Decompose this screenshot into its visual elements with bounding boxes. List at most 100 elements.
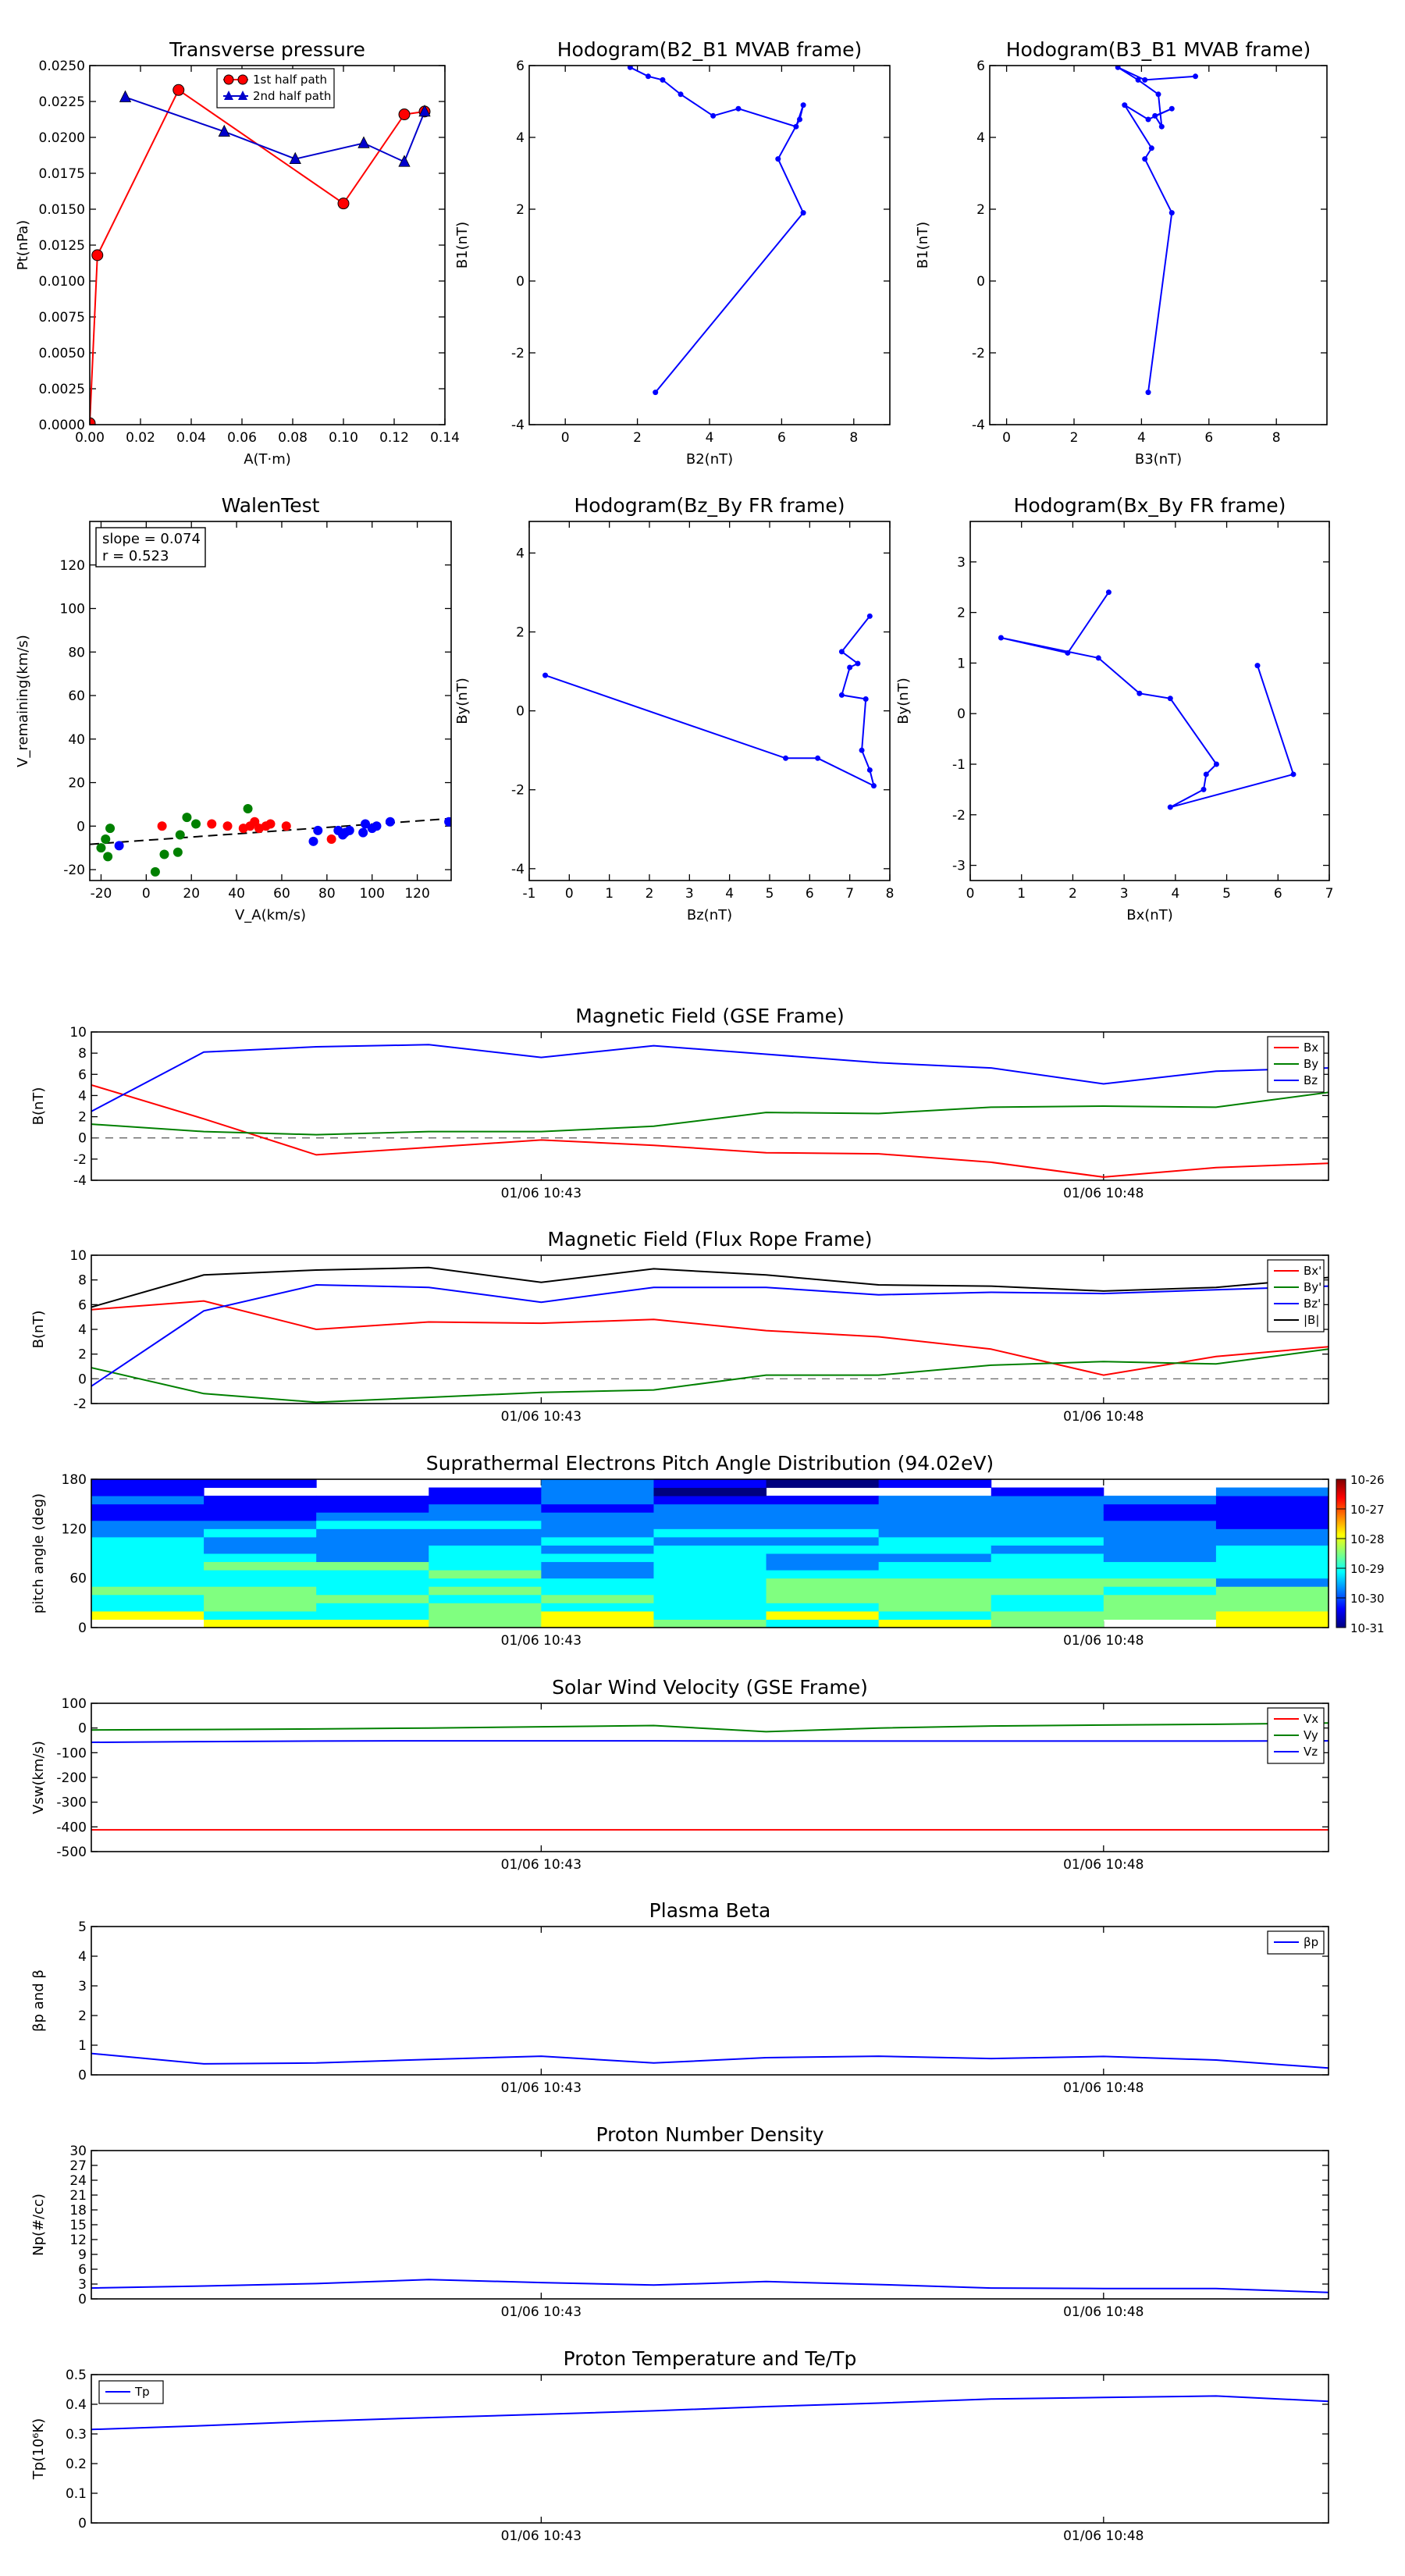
scatter-point bbox=[308, 836, 318, 846]
heatmap-cell bbox=[766, 1561, 880, 1571]
y-tick-label: -4 bbox=[972, 418, 985, 433]
x-tick-label: 2 bbox=[646, 886, 654, 902]
y-tick-label: 2 bbox=[78, 2008, 87, 2024]
heatmap-cell bbox=[878, 1570, 992, 1579]
data-point bbox=[735, 105, 742, 112]
panel-vsw: Solar Wind Velocity (GSE Frame) -500 -400 -… bbox=[30, 1676, 1329, 1873]
legend-label: Vy bbox=[1304, 1728, 1318, 1742]
data-point bbox=[1168, 105, 1175, 112]
y-tick-label: 0.0125 bbox=[39, 238, 85, 254]
x-tick-label: 0 bbox=[1002, 430, 1011, 446]
x-tick-label: 100 bbox=[359, 886, 384, 902]
heatmap-cell bbox=[91, 1570, 205, 1579]
heatmap-cell bbox=[1103, 1586, 1217, 1596]
heatmap-cell bbox=[766, 1619, 880, 1628]
x-tick-label: 2 bbox=[1069, 886, 1077, 902]
heatmap-cell bbox=[766, 1578, 880, 1587]
heatmap-cell bbox=[91, 1496, 205, 1505]
annotation-box bbox=[95, 527, 206, 568]
heatmap-cell bbox=[316, 1528, 429, 1538]
y-tick-label: 1 bbox=[78, 2038, 87, 2054]
x-tick-label: 6 bbox=[1274, 886, 1282, 902]
x-tick-label: 01/06 10:48 bbox=[1063, 1409, 1144, 1425]
heatmap-cell bbox=[541, 1610, 654, 1620]
heatmap-cell bbox=[91, 1479, 205, 1489]
scatter-point bbox=[159, 849, 169, 859]
y-axis-label: B(nT) bbox=[30, 1311, 47, 1349]
series-line-0 bbox=[91, 2052, 1329, 2069]
x-tick-label: 8 bbox=[886, 886, 895, 902]
data-point bbox=[793, 123, 799, 130]
data-point bbox=[1152, 112, 1158, 119]
plot-area bbox=[90, 804, 451, 877]
heatmap-cell bbox=[91, 1578, 205, 1587]
heatmap-cell bbox=[91, 1487, 205, 1496]
scatter-point bbox=[250, 817, 260, 827]
heatmap-cell bbox=[1215, 1496, 1329, 1505]
y-axis-label: βp and β bbox=[30, 1969, 47, 2032]
panel-title: Proton Number Density bbox=[596, 2123, 824, 2146]
scatter-point bbox=[114, 841, 124, 851]
heatmap-cell bbox=[653, 1610, 767, 1620]
heatmap-cell bbox=[991, 1603, 1104, 1612]
y-tick-label: 4 bbox=[78, 1322, 87, 1338]
heatmap-cell bbox=[653, 1570, 767, 1579]
y-tick-label: -3 bbox=[952, 859, 966, 874]
x-tick-label: 3 bbox=[685, 886, 694, 902]
y-tick-label: -300 bbox=[56, 1795, 87, 1811]
y-tick-label: 0.0175 bbox=[39, 166, 85, 182]
legend: 1st half path 2nd half path bbox=[216, 68, 335, 109]
legend-marker bbox=[238, 91, 247, 100]
y-tick-label: 0 bbox=[516, 274, 525, 290]
heatmap-cell bbox=[991, 1503, 1104, 1513]
heatmap-cell bbox=[766, 1512, 880, 1521]
heatmap-cell bbox=[91, 1561, 205, 1571]
y-tick-label: 0 bbox=[78, 1372, 87, 1387]
heatmap-cell bbox=[316, 1586, 429, 1596]
x-tick-label: 5 bbox=[1222, 886, 1231, 902]
heatmap-cell bbox=[204, 1553, 317, 1563]
heatmap-cell bbox=[541, 1503, 654, 1513]
heatmap-cell bbox=[541, 1603, 654, 1612]
slope-text: slope = 0.074 bbox=[102, 531, 201, 547]
data-point bbox=[173, 84, 185, 96]
heatmap-cell bbox=[1215, 1528, 1329, 1538]
data-point bbox=[119, 90, 132, 102]
x-tick-label: 7 bbox=[1325, 886, 1334, 902]
series-line-0 bbox=[91, 2395, 1329, 2431]
y-tick-label: 3 bbox=[78, 1979, 87, 1994]
data-point bbox=[1167, 696, 1173, 702]
colorbar-label: 10-30 bbox=[1350, 1592, 1385, 1606]
y-tick-label: 30 bbox=[69, 2144, 87, 2159]
heatmap-cell bbox=[878, 1603, 992, 1612]
heatmap-cell bbox=[653, 1586, 767, 1596]
heatmap-cell bbox=[991, 1561, 1104, 1571]
heatmap-cell bbox=[204, 1610, 317, 1620]
heatmap-cell bbox=[653, 1479, 767, 1489]
scatter-point bbox=[101, 834, 111, 845]
series-line-0 bbox=[91, 2279, 1329, 2293]
plot-frame bbox=[89, 65, 446, 425]
data-point bbox=[870, 783, 877, 789]
heatmap-cell bbox=[429, 1594, 542, 1603]
heatmap-cell bbox=[1215, 1561, 1329, 1571]
x-tick-label: 01/06 10:43 bbox=[501, 1409, 582, 1425]
x-tick-label: 01/06 10:43 bbox=[501, 1633, 582, 1649]
y-tick-label: -4 bbox=[511, 862, 525, 877]
data-point bbox=[710, 112, 717, 119]
y-tick-label: -400 bbox=[56, 1820, 87, 1835]
heatmap-cell bbox=[1103, 1561, 1217, 1571]
heatmap-cell bbox=[1103, 1594, 1217, 1603]
panel-title: Plasma Beta bbox=[649, 1899, 771, 1922]
x-tick-label: 4 bbox=[1137, 430, 1146, 446]
y-tick-label: 1 bbox=[957, 656, 966, 671]
colorbar-label: 10-29 bbox=[1350, 1562, 1385, 1576]
panel-tp: Proton Temperature and Te/Tp 0 0.1 0.2 0.3 0.… bbox=[30, 2347, 1329, 2544]
x-tick-label: 7 bbox=[845, 886, 854, 902]
data-point bbox=[1158, 123, 1165, 130]
heatmap-cell bbox=[429, 1561, 542, 1571]
x-tick-label: 6 bbox=[1204, 430, 1213, 446]
heatmap-cell bbox=[991, 1610, 1104, 1620]
legend-label: Vx bbox=[1304, 1712, 1318, 1726]
